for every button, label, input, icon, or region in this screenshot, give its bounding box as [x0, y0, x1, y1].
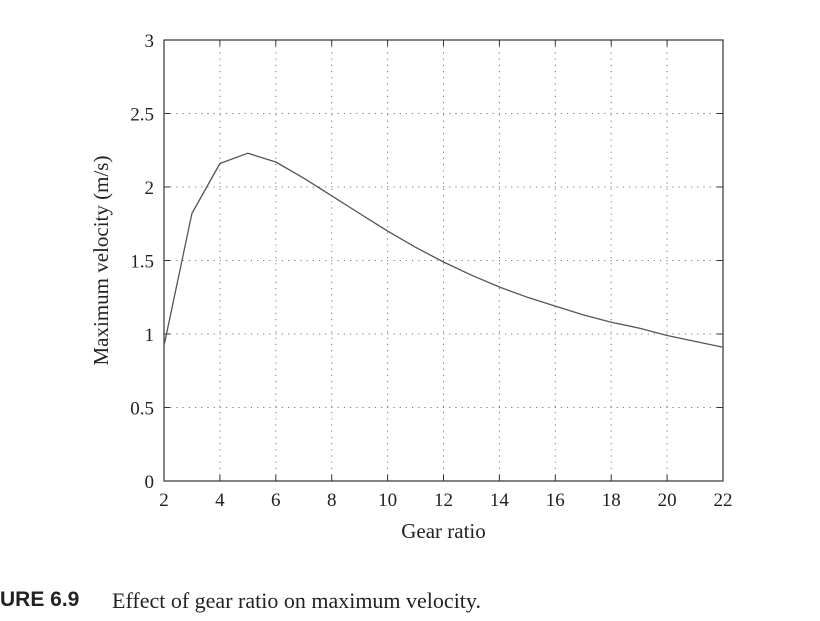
- x-tick-label: 8: [327, 490, 337, 511]
- x-tick-label: 6: [271, 490, 281, 511]
- x-tick-label: 10: [378, 490, 397, 511]
- x-tick-label: 18: [602, 490, 621, 511]
- x-axis-label: Gear ratio: [401, 519, 486, 543]
- y-tick-label: 0.5: [130, 399, 154, 420]
- x-tick-label: 4: [215, 490, 225, 511]
- series-line: [163, 152, 724, 348]
- y-tick-label: 1: [145, 325, 155, 346]
- series-layer: [163, 152, 724, 348]
- grid-lines: [164, 40, 723, 481]
- y-axis-label: Maximum velocity (m/s): [89, 156, 113, 366]
- y-tick-label: 3: [145, 31, 155, 52]
- y-tick-label: 2: [145, 178, 155, 199]
- y-tick-label: 0: [145, 472, 155, 493]
- axis-ticks: 2 4 6 8 10 12 14 16 18 20 22 0 0.5 1 1.5 2 2.5 3: [130, 31, 732, 511]
- x-tick-label: 20: [658, 490, 677, 511]
- x-tick-label: 22: [714, 490, 733, 511]
- x-tick-label: 2: [159, 490, 169, 511]
- x-tick-label: 12: [434, 490, 453, 511]
- figure-number: URE 6.9: [0, 588, 80, 611]
- figure-caption-text: Effect of gear ratio on maximum velocity…: [112, 588, 481, 613]
- y-tick-label: 2.5: [130, 105, 154, 126]
- x-tick-label: 16: [546, 490, 565, 511]
- gear-ratio-velocity-chart: 2 4 6 8 10 12 14 16 18 20 22 0 0.5 1 1.5 2 2.5 3 Gear rat…: [89, 31, 733, 543]
- figure-caption: URE 6.9 Effect of gear ratio on maximum …: [0, 588, 820, 618]
- x-tick-label: 14: [490, 490, 510, 511]
- y-tick-label: 1.5: [130, 252, 154, 273]
